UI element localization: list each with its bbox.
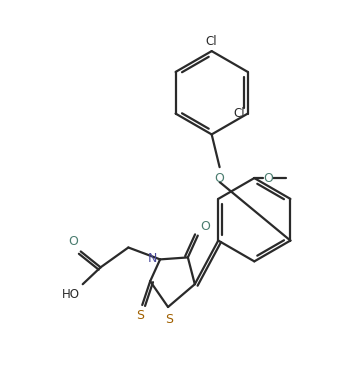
Text: O: O	[215, 171, 225, 184]
Text: O: O	[263, 171, 273, 184]
Text: S: S	[165, 313, 173, 326]
Text: O: O	[68, 236, 78, 249]
Text: HO: HO	[62, 288, 80, 301]
Text: Cl: Cl	[206, 35, 217, 48]
Text: S: S	[136, 309, 144, 322]
Text: O: O	[200, 220, 210, 233]
Text: Cl: Cl	[233, 107, 245, 120]
Text: N: N	[148, 252, 157, 265]
